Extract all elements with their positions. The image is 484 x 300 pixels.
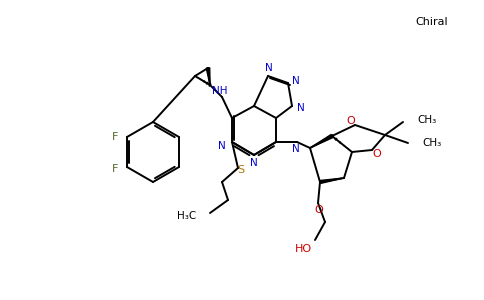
Text: CH₃: CH₃ bbox=[422, 138, 441, 148]
Text: HO: HO bbox=[294, 244, 312, 254]
Polygon shape bbox=[320, 178, 344, 184]
Text: O: O bbox=[347, 116, 355, 126]
Text: N: N bbox=[297, 103, 305, 113]
Polygon shape bbox=[206, 68, 210, 85]
Text: N: N bbox=[292, 144, 300, 154]
Text: N: N bbox=[250, 158, 258, 168]
Text: NH: NH bbox=[212, 86, 228, 96]
Text: F: F bbox=[112, 132, 118, 142]
Text: N: N bbox=[292, 76, 300, 86]
Text: O: O bbox=[315, 205, 323, 215]
Text: S: S bbox=[238, 165, 244, 175]
Text: H₃C: H₃C bbox=[177, 211, 196, 221]
Text: CH₃: CH₃ bbox=[417, 115, 436, 125]
Text: F: F bbox=[112, 164, 118, 174]
Text: N: N bbox=[218, 141, 226, 151]
Text: N: N bbox=[265, 63, 273, 73]
Text: Chiral: Chiral bbox=[415, 17, 448, 27]
Polygon shape bbox=[310, 134, 333, 148]
Text: O: O bbox=[373, 149, 381, 159]
